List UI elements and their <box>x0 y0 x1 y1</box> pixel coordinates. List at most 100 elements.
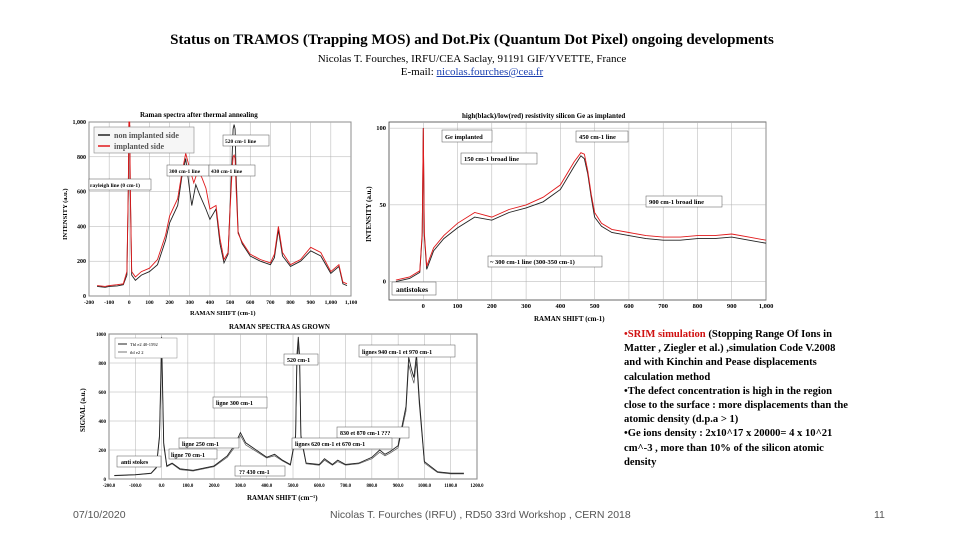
legend-entry: implanted side <box>114 142 164 151</box>
annotation: antistokes <box>396 285 428 294</box>
x-tick-label: 100 <box>453 303 463 310</box>
x-tick-label: 300 <box>186 300 195 306</box>
y-tick-label: 400 <box>99 420 107 425</box>
x-tick-label: 400.0 <box>261 484 272 489</box>
x-tick-label: 100 <box>145 300 154 306</box>
annotation: ligne 70 cm-1 <box>171 453 205 459</box>
annotation: 430 cm-1 line <box>211 169 243 175</box>
annotation: 520 cm-1 line <box>225 139 257 145</box>
y-tick-label: 0 <box>104 478 107 483</box>
annotation: 520 cm-1 <box>287 358 310 364</box>
slide-number: 11 <box>874 509 885 521</box>
x-tick-label: 600 <box>246 300 255 306</box>
x-tick-label: 1000.0 <box>418 484 432 489</box>
x-tick-label: -100.0 <box>129 484 142 489</box>
x-tick-label: 600 <box>624 303 634 310</box>
y-tick-label: 600 <box>99 391 107 396</box>
x-tick-label: 700.0 <box>340 484 351 489</box>
legend-entry: Tbl e2 40-1592 <box>130 342 158 347</box>
annotation-box <box>460 152 538 165</box>
y-tick-labels: 0 200 400 600 800 1000 <box>96 333 107 483</box>
y-tick-label: 800 <box>77 155 86 161</box>
x-tick-label: 800 <box>693 303 703 310</box>
grid <box>88 121 352 297</box>
series-line <box>114 336 464 476</box>
x-axis-label: RAMAN SHIFT (cm-1) <box>190 310 256 317</box>
annotation-box <box>358 344 456 358</box>
y-tick-label: 0 <box>83 294 86 300</box>
bullet-defect-concentration: •The defect concentration is high in the… <box>624 385 848 426</box>
annotation: 300 cm-1 line <box>169 169 201 175</box>
y-tick-label: 0 <box>383 279 386 286</box>
chart-annealing: -200 -100 0 100 200 300 400 500 600 700 800 900 1,00… <box>62 111 357 317</box>
annotation-box <box>291 437 393 450</box>
y-tick-label: 600 <box>77 190 86 196</box>
author-line: Nicolas T. Fourches, IRFU/CEA Saclay, 91… <box>317 53 627 65</box>
annotation: 830 et 870 cm-1 ??? <box>340 431 390 437</box>
x-tick-label: 200.0 <box>209 484 220 489</box>
x-tick-label: 800.0 <box>366 484 377 489</box>
y-tick-label: 1,000 <box>73 120 87 126</box>
annotation-box <box>222 134 270 147</box>
annotation-box <box>441 129 493 143</box>
x-tick-label: 500 <box>226 300 235 306</box>
footer-event: Nicolas T. Fourches (IRFU) , RD50 33rd W… <box>330 509 631 521</box>
legend: Tbl e2 40-1592 tbl e2 2 <box>114 337 178 359</box>
y-tick-label: 100 <box>376 125 386 132</box>
y-axis-label: INTENSITY (a.u.) <box>62 188 69 240</box>
x-tick-label: 700 <box>266 300 275 306</box>
bullet-srim: •SRIM simulation (Stopping Range Of Ions… <box>624 328 854 385</box>
x-tick-label: -200.0 <box>103 484 116 489</box>
x-axis-label: RAMAN SHIFT (cm⁻¹) <box>247 494 318 502</box>
x-tick-labels: -200 -100 0 100 200 300 400 500 600 700 800 900 1,00… <box>84 300 357 306</box>
chart-ge-implanted: 0 100 200 300 400 500 600 700 800 900 1,000 0 50 100… <box>365 112 774 323</box>
x-tick-label: 0 <box>128 300 131 306</box>
annotation-box <box>178 437 240 449</box>
email-link[interactable]: nicolas.fourches@cea.fr <box>436 66 544 78</box>
email-line: E-mail: nicolas.fourches@cea.fr <box>0 66 944 78</box>
annotation: 900 cm-1 broad line <box>649 199 704 206</box>
x-tick-label: 200 <box>487 303 497 310</box>
x-tick-label: 300.0 <box>235 484 246 489</box>
y-axis-label: SIGNAL (a.u.) <box>79 388 87 432</box>
x-tick-label: 700 <box>658 303 668 310</box>
x-tick-label: -200 <box>84 300 94 306</box>
x-tick-label: 1,100 <box>345 300 358 306</box>
email-prefix: E-mail: <box>400 66 437 78</box>
annotation-box <box>391 281 437 296</box>
y-tick-labels: 0 200 400 600 800 1,000 <box>73 120 87 300</box>
x-tick-label: 500 <box>590 303 600 310</box>
x-tick-label: 200 <box>165 300 174 306</box>
x-tick-label: 1,000 <box>759 303 774 310</box>
legend-entry: tbl e2 2 <box>130 350 144 355</box>
annotation-box <box>116 455 162 468</box>
y-tick-label: 200 <box>77 259 86 265</box>
annotation-box <box>234 465 286 477</box>
x-axis-label: RAMAN SHIFT (cm-1) <box>534 315 605 323</box>
y-tick-label: 200 <box>99 449 107 454</box>
chart-as-grown: -200.0 -100.0 0.0 100.0 200.0 300.0 400.0 500.0… <box>79 323 484 502</box>
annotation-box <box>645 195 723 208</box>
x-tick-labels: -200.0 -100.0 0.0 100.0 200.0 300.0 400.0 500.0… <box>103 484 484 489</box>
x-tick-label: 300 <box>521 303 531 310</box>
y-tick-label: 400 <box>77 224 86 230</box>
x-tick-label: 800 <box>286 300 295 306</box>
annotation: anti stokes <box>121 460 149 466</box>
legend-box <box>93 126 195 154</box>
series-line <box>97 121 348 287</box>
legend: non implanted side implanted side <box>93 126 195 154</box>
y-axis-label: INTENSITY (a.u.) <box>365 186 373 242</box>
annotation-box <box>168 448 218 460</box>
annotation-box <box>575 130 629 143</box>
y-tick-labels: 0 50 100 <box>376 125 386 285</box>
annotation: lignes 940 cm-1 et 970 cm-1 <box>362 350 432 356</box>
x-tick-label: 400 <box>555 303 565 310</box>
x-tick-label: 0 <box>422 303 425 310</box>
legend-entry: non implanted side <box>114 131 179 140</box>
annotation-box <box>88 178 152 191</box>
srim-highlight: •SRIM simulation <box>624 329 706 340</box>
x-tick-label: 400 <box>206 300 215 306</box>
x-tick-label: 0.0 <box>159 484 166 489</box>
bullet-ge-density: •Ge ions density : 2x10^17 x 20000= 4 x … <box>624 428 833 468</box>
y-tick-label: 50 <box>380 202 387 209</box>
